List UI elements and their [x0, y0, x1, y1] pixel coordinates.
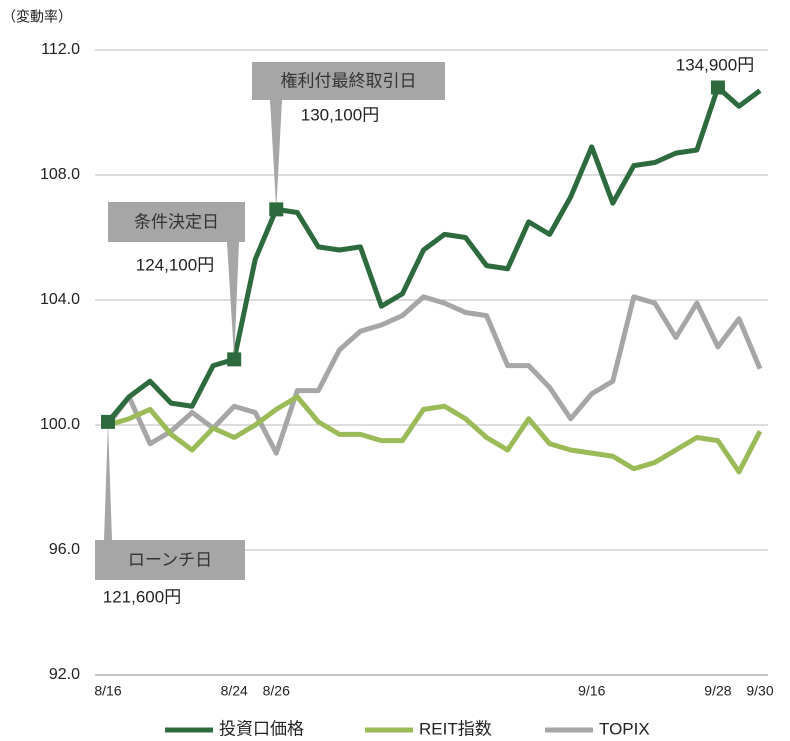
callout-box [108, 202, 245, 242]
x-tick-label: 8/26 [263, 683, 290, 699]
x-tick-label: 8/16 [94, 683, 121, 699]
legend-label: REIT指数 [419, 719, 492, 738]
callout-pointer [227, 242, 239, 360]
point-marker [227, 352, 242, 367]
point-marker [101, 414, 115, 429]
callout-pointer [104, 421, 112, 540]
legend-label: 投資口価格 [219, 719, 304, 738]
y-tick-label: 96.0 [49, 541, 80, 558]
series-line [107, 394, 763, 475]
y-tick-label: 92.0 [49, 666, 80, 683]
callout-label: 権利付最終取引日 [281, 71, 417, 90]
y-tick-label: 100.0 [40, 416, 80, 433]
price-label: 124,100円 [136, 255, 214, 274]
point-marker [710, 80, 725, 95]
x-tick-label: 8/24 [221, 683, 248, 699]
y-axis-label: （変動率） [2, 9, 72, 25]
callout-label: ローンチ日 [128, 550, 212, 569]
y-tick-label: 108.0 [40, 166, 80, 183]
x-tick-label: 9/30 [746, 683, 773, 699]
callout-box [252, 62, 445, 100]
point-marker [269, 202, 284, 217]
price-label: 121,600円 [103, 587, 181, 606]
x-tick-label: 9/16 [578, 683, 605, 699]
price-label: 134,900円 [676, 55, 754, 74]
series-line [105, 294, 763, 456]
callout-label: 条件決定日 [134, 212, 219, 231]
series-line [106, 85, 762, 424]
x-tick-label: 9/28 [704, 683, 731, 699]
callout-pointer [270, 100, 282, 210]
y-tick-label: 112.0 [41, 41, 80, 58]
legend-label: TOPIX [599, 719, 650, 738]
callout-box [95, 540, 245, 580]
y-tick-label: 104.0 [40, 291, 80, 308]
price-label: 130,100円 [301, 105, 379, 124]
